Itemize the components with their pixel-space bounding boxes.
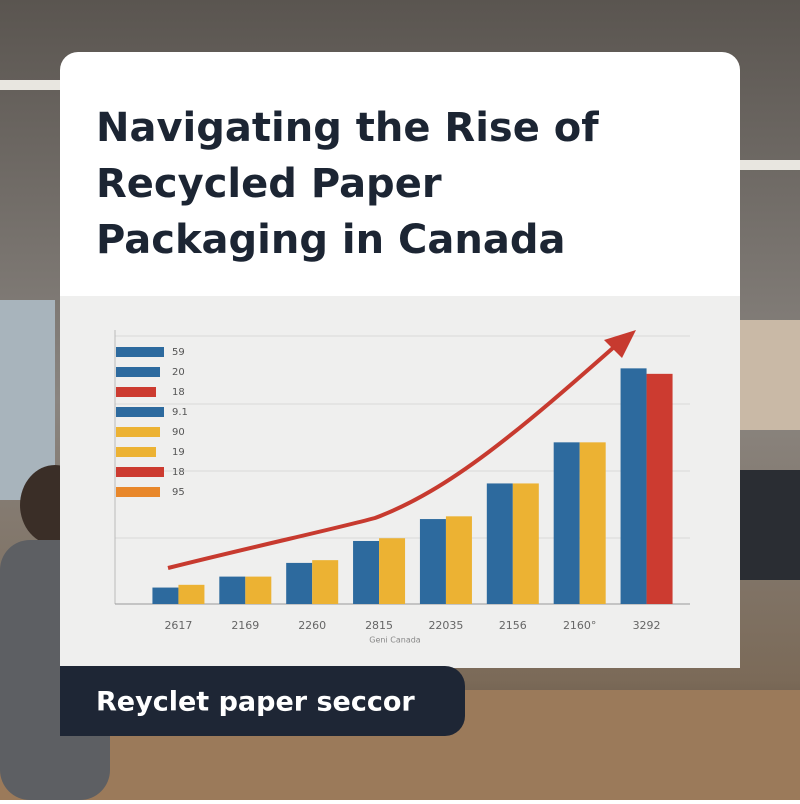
- x-tick-label: 2260: [298, 619, 326, 632]
- x-tick-label: 2815: [365, 619, 393, 632]
- arrow-head: [604, 330, 636, 358]
- side-label-swatch: [116, 387, 156, 397]
- x-tick-label: 22035: [428, 619, 463, 632]
- bar: [312, 560, 339, 604]
- title-line: Packaging in Canada: [96, 217, 565, 263]
- side-label: 95: [172, 487, 185, 498]
- ceiling-light: [740, 160, 800, 170]
- ceiling-light: [0, 80, 60, 90]
- side-label: 18: [172, 467, 185, 478]
- title-line: Navigating the Rise of: [96, 105, 599, 151]
- side-label: 90: [172, 427, 185, 438]
- bar: [646, 373, 673, 604]
- monitor: [740, 470, 800, 580]
- bar: [178, 584, 205, 604]
- bar: [486, 483, 513, 604]
- side-label: 9.1: [172, 407, 188, 418]
- side-label: 59: [172, 347, 185, 358]
- bar: [353, 540, 380, 604]
- side-label-swatch: [116, 427, 160, 437]
- side-label: 20: [172, 367, 185, 378]
- side-label-swatch: [116, 487, 160, 497]
- wall-board: [740, 320, 800, 430]
- bar: [419, 519, 446, 604]
- caption: Reyclet paper seccor: [96, 687, 415, 718]
- bar: [445, 516, 472, 604]
- x-axis-label: Geni Canada: [369, 636, 420, 645]
- side-label-swatch: [116, 467, 164, 477]
- bar: [219, 576, 246, 604]
- x-tick-label: 2160°: [563, 619, 597, 632]
- side-label-swatch: [116, 367, 160, 377]
- bar: [553, 442, 580, 604]
- side-label: 19: [172, 447, 185, 458]
- x-tick-label: 3292: [633, 619, 661, 632]
- bar: [286, 562, 313, 604]
- title: Navigating the Rise of Recycled Paper Pa…: [96, 105, 599, 263]
- side-label-swatch: [116, 447, 156, 457]
- bar: [379, 538, 406, 604]
- caption-box-corner: [60, 666, 100, 736]
- bar: [152, 587, 179, 604]
- bar: [245, 576, 272, 604]
- caption-box: [60, 666, 465, 736]
- x-tick-label: 2156: [499, 619, 527, 632]
- bar: [579, 442, 606, 604]
- x-tick-label: 2617: [164, 619, 192, 632]
- bar: [620, 368, 647, 604]
- side-label: 18: [172, 387, 185, 398]
- side-label-swatch: [116, 347, 164, 357]
- trend-arrow: [167, 338, 624, 570]
- side-label-swatch: [116, 407, 164, 417]
- bar: [512, 483, 539, 604]
- title-line: Recycled Paper: [96, 161, 442, 207]
- x-tick-label: 2169: [231, 619, 259, 632]
- plot: 2617 2169 2260 2815 22035 2156 2160° 3292 59 20 18…: [116, 347, 673, 632]
